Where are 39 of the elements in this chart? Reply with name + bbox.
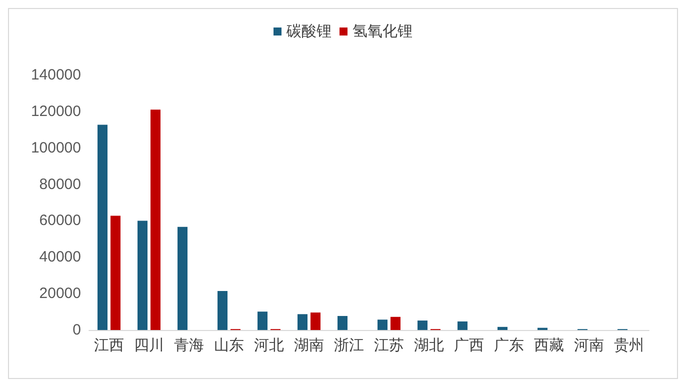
x-tick-label: 广西 — [454, 337, 484, 354]
y-tick-label: 0 — [72, 322, 81, 338]
bar — [150, 110, 160, 330]
x-tick-label: 湖南 — [294, 337, 324, 354]
y-tick-label: 120000 — [30, 102, 81, 120]
y-tick-label: 20000 — [39, 285, 81, 302]
y-tick-label: 80000 — [39, 176, 81, 193]
bar — [378, 320, 388, 330]
bar — [458, 321, 468, 330]
bar — [178, 226, 188, 330]
legend-label: 碳酸锂 — [286, 23, 332, 40]
bar — [418, 320, 428, 330]
bar — [218, 291, 228, 330]
x-tick-label: 贵州 — [614, 337, 644, 354]
bar — [258, 312, 268, 330]
y-tick-label: 60000 — [39, 212, 81, 230]
x-tick-label: 江苏 — [374, 337, 404, 354]
x-tick-label: 广东 — [494, 337, 524, 354]
bar — [110, 216, 120, 330]
bar — [498, 326, 508, 330]
bar — [310, 312, 320, 330]
bar — [338, 316, 348, 330]
y-tick-label: 100000 — [30, 139, 81, 156]
y-tick-label: 140000 — [30, 66, 81, 84]
bar — [98, 124, 108, 330]
x-tick-label: 江西 — [94, 337, 124, 354]
x-tick-label: 四川 — [134, 337, 164, 354]
x-tick-label: 河北 — [254, 337, 284, 354]
x-tick-label: 浙江 — [334, 337, 364, 354]
legend-label: 氢氧化锂 — [352, 23, 412, 40]
x-tick-label: 山东 — [214, 337, 244, 354]
bar — [390, 316, 400, 330]
bar — [138, 220, 148, 330]
x-tick-label: 西藏 — [534, 337, 564, 354]
bar — [298, 314, 308, 330]
x-tick-label: 青海 — [174, 337, 204, 354]
x-tick-label: 河南 — [574, 337, 604, 354]
y-tick-label: 40000 — [39, 248, 81, 266]
x-tick-label: 湖北 — [414, 337, 444, 354]
